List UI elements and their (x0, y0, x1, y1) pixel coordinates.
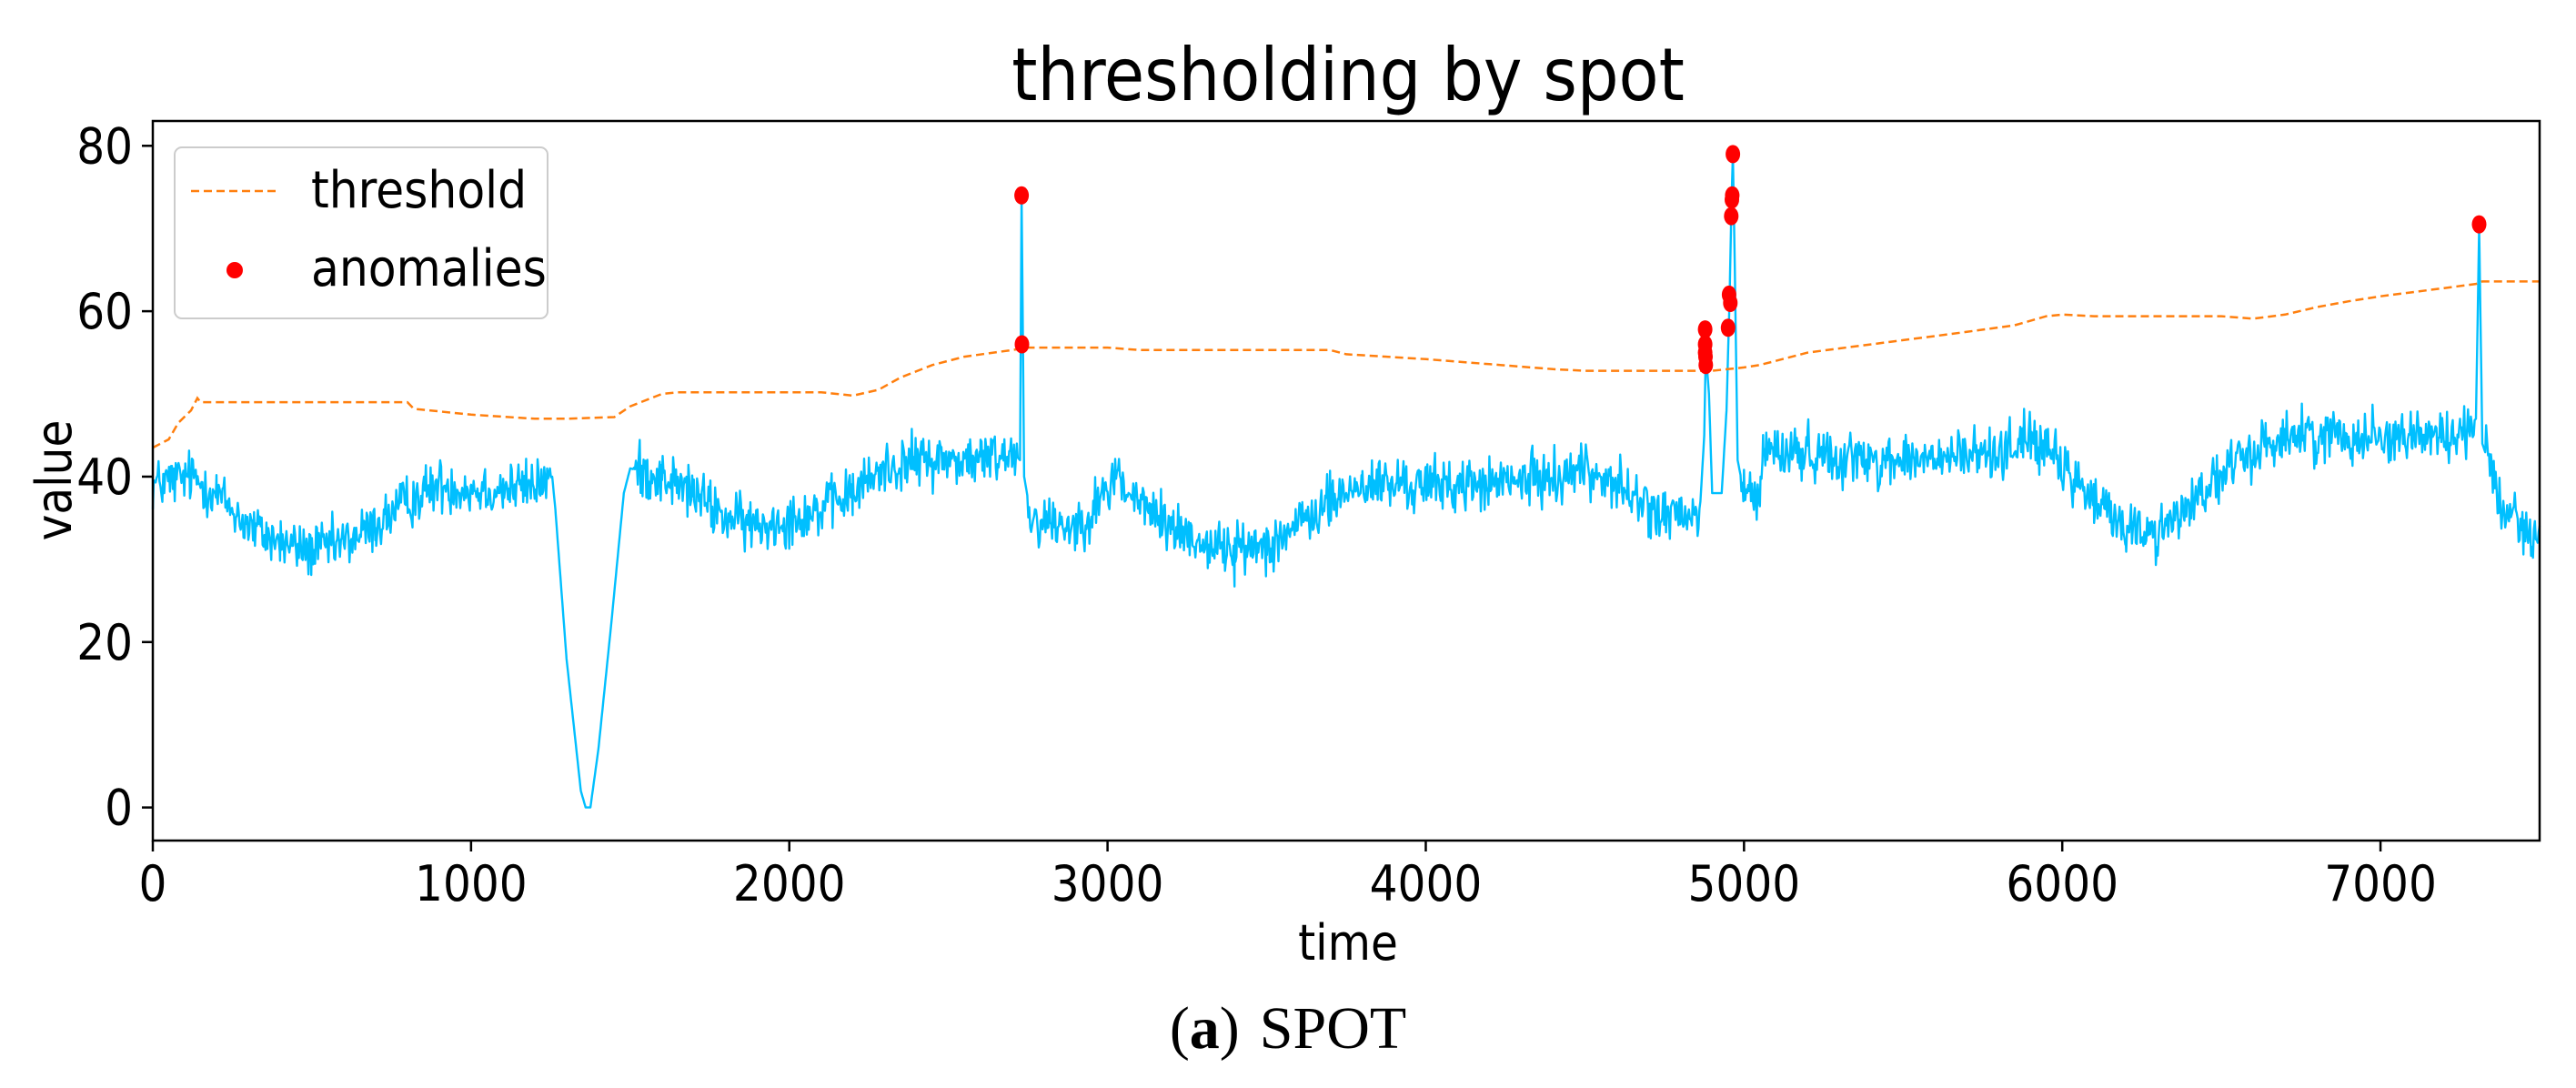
y-tick-label: 0 (105, 780, 133, 837)
x-axis-label: time (1298, 914, 1398, 972)
anomaly-point (1698, 356, 1714, 375)
anomaly-point (1014, 335, 1030, 354)
y-axis-ticks: 0 20 40 60 80 (76, 117, 153, 837)
x-tick-label: 4000 (1370, 855, 1483, 912)
plot-frame (151, 119, 2541, 842)
legend-anomalies-swatch (226, 262, 243, 278)
x-tick-label: 2000 (733, 855, 846, 912)
y-tick-label: 60 (76, 283, 133, 340)
signal-line (151, 153, 2541, 809)
x-tick-label: 3000 (1052, 855, 1164, 912)
signal-series (151, 153, 2541, 809)
caption-label: a (1190, 995, 1220, 1062)
x-tick-label: 0 (139, 855, 167, 912)
anomaly-point (1723, 294, 1738, 312)
y-tick-label: 80 (76, 117, 133, 175)
y-tick-label: 40 (76, 448, 133, 506)
legend-anomalies-label: anomalies (311, 239, 547, 298)
figure-caption: (a) SPOT (1170, 995, 1406, 1062)
caption-paren-open: ( (1170, 995, 1190, 1062)
x-tick-label: 6000 (2006, 855, 2118, 912)
y-axis-label: value (25, 420, 83, 541)
anomaly-point (1725, 186, 1740, 205)
chart-title: thresholding by spot (1011, 33, 1685, 117)
threshold-series (152, 280, 2540, 449)
x-tick-label: 5000 (1688, 855, 1801, 912)
anomaly-point (2471, 215, 2487, 234)
anomaly-point (1720, 318, 1736, 337)
legend-threshold-label: threshold (311, 161, 527, 220)
x-tick-label: 1000 (415, 855, 528, 912)
anomaly-point (1724, 207, 1739, 226)
x-tick-label: 7000 (2324, 855, 2437, 912)
anomaly-points (1014, 145, 2487, 375)
y-tick-label: 20 (76, 614, 133, 671)
caption-paren-close: ) (1220, 995, 1240, 1062)
threshold-line (152, 280, 2540, 449)
anomaly-point (1726, 145, 1741, 164)
anomaly-point (1697, 320, 1713, 339)
caption-text: SPOT (1260, 995, 1406, 1062)
plot-area (151, 145, 2541, 809)
anomaly-point (1014, 186, 1030, 205)
legend: threshold anomalies (174, 146, 548, 319)
x-axis-ticks: 0 1000 2000 3000 4000 5000 6000 7000 (139, 841, 2437, 912)
